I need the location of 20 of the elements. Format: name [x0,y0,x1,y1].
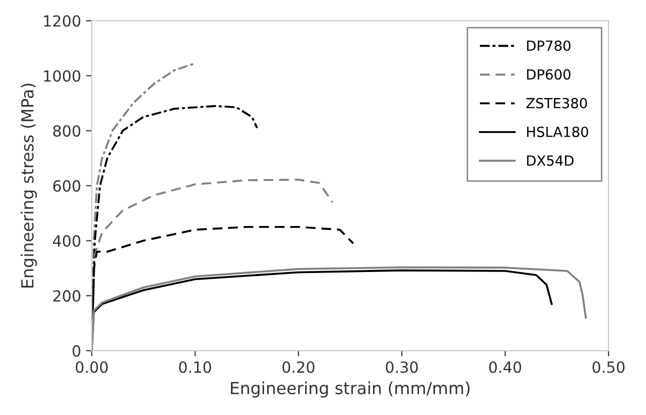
x-tick-label: 0.50 [592,361,625,373]
y-tick-label: 400 [52,235,80,247]
legend-label: DP780 [527,40,570,51]
legend-label: HSLA180 [527,126,588,138]
legend-label: ZSTE380 [526,98,587,108]
legend-label: DP600 [527,69,570,80]
y-tick-label: 1200 [44,15,80,27]
x-axis-title: Engineering strain (mm/mm) [230,381,470,398]
y-tick-label: 800 [53,125,80,137]
x-tick-label: 0.00 [76,361,108,373]
legend-label: DX54D [527,156,574,166]
y-tick-label: 0 [72,345,80,357]
x-tick-label: 0.30 [386,361,418,373]
x-tick-label: 0.40 [489,361,522,373]
y-axis-title: Engineering stress (MPa) [20,84,37,288]
y-tick-label: 200 [53,290,80,302]
y-tick-label: 600 [53,180,80,192]
x-tick-label: 0.10 [179,361,212,373]
y-tick-label: 1000 [44,70,80,82]
x-tick-label: 0.20 [282,361,314,373]
